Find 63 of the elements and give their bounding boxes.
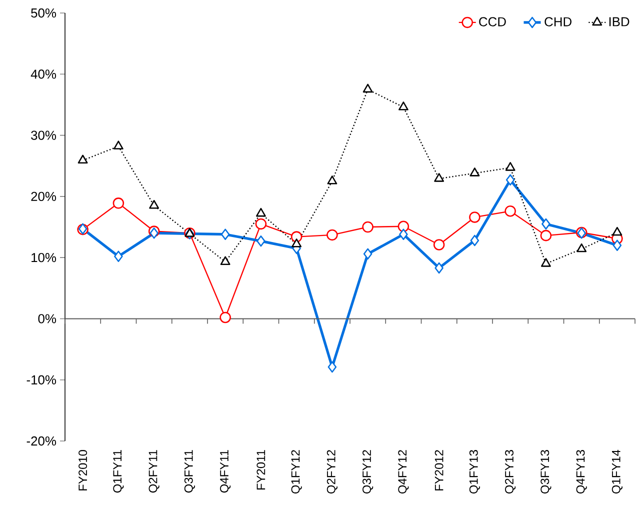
point [326, 229, 338, 241]
point [470, 168, 480, 176]
point [78, 154, 88, 164]
point [220, 256, 230, 265]
point [112, 198, 124, 209]
point [612, 240, 622, 251]
y-tick-label: 50% [31, 8, 56, 18]
point [363, 248, 372, 260]
point [256, 208, 266, 217]
legend-label: CCD [479, 17, 506, 26]
x-tick-label: Q1FY12 [291, 450, 302, 494]
y-tick-label: 0% [38, 314, 56, 324]
x-tick-label: Q1FY14 [612, 450, 623, 494]
y-tick-label: 40% [30, 70, 56, 79]
point [362, 84, 373, 93]
x-tick-label: Q3FY12 [362, 450, 374, 494]
point [255, 218, 267, 230]
point [398, 102, 408, 110]
point [470, 234, 480, 246]
point [399, 228, 408, 240]
point [506, 174, 515, 186]
point [328, 361, 337, 373]
point [292, 238, 302, 248]
x-tick-label: Q2FY11 [148, 450, 160, 493]
x-tick-label: Q4FY12 [398, 450, 409, 494]
x-tick-label: Q3FY11 [184, 450, 195, 493]
point [469, 212, 480, 223]
y-tick-label: 10% [32, 252, 56, 262]
x-tick-label: Q3FY13 [540, 450, 552, 494]
point [434, 262, 444, 274]
point [327, 176, 338, 184]
x-tick-label: Q2FY13 [505, 450, 516, 494]
point [434, 173, 444, 182]
point [362, 221, 374, 233]
point [612, 226, 622, 236]
x-tick-label: Q4FY11 [220, 450, 231, 493]
y-tick-label: 30% [31, 130, 56, 140]
point [398, 220, 410, 232]
legend-label: CHD [544, 17, 572, 26]
point [542, 218, 550, 230]
x-tick-label: Q1FY11 [113, 450, 124, 493]
legend-label: IBD [609, 17, 630, 26]
x-tick-label: Q1FY13 [469, 450, 480, 494]
y-tick-label: -20% [26, 436, 56, 446]
point [540, 230, 552, 242]
point [114, 250, 123, 262]
point [220, 312, 231, 324]
x-tick-label: Q2FY12 [326, 450, 338, 494]
point [433, 239, 445, 250]
x-tick-label: FY2010 [78, 450, 88, 490]
y-tick-label: -10% [26, 375, 56, 384]
point [256, 235, 266, 247]
x-tick-label: FY2012 [434, 450, 444, 490]
point [220, 228, 230, 240]
point [149, 200, 160, 209]
point [576, 243, 587, 252]
point [540, 258, 551, 267]
point [505, 162, 516, 171]
x-tick-label: FY2011 [256, 450, 266, 490]
y-tick-label: 20% [31, 192, 56, 202]
x-tick-label: Q4FY13 [576, 450, 587, 494]
point [113, 140, 124, 150]
point [504, 205, 516, 217]
